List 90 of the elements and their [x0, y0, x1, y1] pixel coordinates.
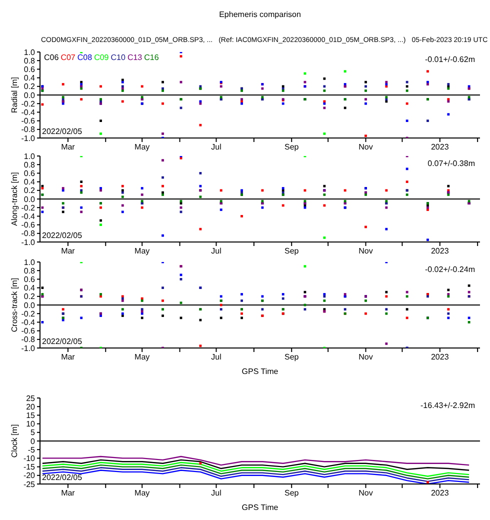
y-tick-label: 0.6 [24, 169, 36, 178]
annotation: 2022/02/05 [42, 127, 82, 136]
y-tick-label: -0.8 [21, 125, 36, 134]
x-tick-label: 2023 [430, 352, 450, 362]
y-tick-label: 0.8 [24, 266, 36, 276]
x-tick-label: May [134, 488, 150, 498]
x-tick-label: 2023 [430, 246, 450, 256]
y-tick-label: 20 [26, 402, 36, 412]
x-tick-label: Nov [358, 352, 373, 362]
annotation: -0.01+/-0.62m [424, 55, 475, 64]
x-tick-label: Mar [61, 246, 76, 256]
y-tick-label: -1.0 [21, 344, 36, 353]
x-tick-label: Mar [61, 142, 76, 152]
text: C08 [77, 53, 92, 62]
y-axis-title: Cross-track [m] [10, 278, 19, 332]
x-tick-label: May [134, 246, 150, 256]
x-tick-label: Mar [61, 352, 76, 362]
y-tick-label: -25 [23, 480, 36, 489]
text: C07 [60, 53, 76, 62]
y-tick-label: -0.8 [21, 229, 36, 238]
x-tick-label: Sep [284, 142, 300, 152]
y-tick-label: 0 [30, 436, 36, 446]
x-tick-label: Sep [284, 488, 300, 498]
y-tick-label: -15 [23, 462, 36, 472]
y-tick-label: -0.4 [21, 212, 36, 222]
x-tick-label: Nov [358, 488, 373, 498]
series-label: C09 [94, 53, 109, 62]
annotation: 2022/02/05 [42, 337, 82, 346]
y-tick-label: 0.2 [24, 82, 36, 92]
y-tick-label: -0.4 [21, 318, 36, 328]
y-tick-label: -0.2 [21, 309, 36, 318]
y-tick-label: 0.8 [24, 160, 36, 170]
annotation: 2022/02/05 [42, 231, 82, 240]
y-tick-label: -0.8 [21, 335, 36, 344]
annotation: 0.07+/-0.38m [428, 159, 475, 168]
y-tick-label: 0.4 [24, 74, 36, 83]
x-tick-label: Jul [211, 246, 222, 256]
x-axis-title: GPS Time [242, 367, 279, 376]
y-tick-label: 15 [26, 411, 36, 420]
x-axis-title: GPS Time [242, 503, 279, 512]
y-axis-title: Radial [m] [10, 76, 19, 114]
y-tick-label: -0.6 [21, 220, 36, 230]
annotation: -16.43+/-2.92m [420, 401, 475, 410]
chart-title: Ephemeris comparison [218, 10, 302, 19]
y-tick-label: 1.0 [24, 258, 36, 267]
y-tick-label: -0.2 [21, 99, 36, 108]
x-tick-label: Sep [284, 246, 300, 256]
y-tick-label: 0.0 [24, 300, 36, 310]
y-tick-label: 0.2 [24, 186, 36, 196]
y-tick-label: 10 [26, 420, 36, 429]
x-tick-label: 2023 [430, 142, 450, 152]
x-tick-label: Nov [358, 142, 373, 152]
y-tick-label: 1.0 [24, 152, 36, 161]
y-tick-label: 0.0 [24, 90, 36, 100]
y-tick-label: -0.6 [21, 116, 36, 126]
y-tick-label: 0.2 [24, 292, 36, 302]
y-tick-label: 0.8 [24, 56, 36, 66]
y-tick-label: -1.0 [21, 134, 36, 143]
annotation: -0.02+/-0.24m [424, 265, 475, 274]
y-tick-label: -0.6 [21, 326, 36, 336]
y-tick-label: 0.4 [24, 178, 36, 187]
x-tick-label: Jul [211, 352, 222, 362]
y-tick-label: 1.0 [24, 48, 36, 57]
y-tick-label: 0.6 [24, 275, 36, 284]
y-tick-label: 25 [26, 394, 36, 403]
text: C16 [144, 53, 159, 62]
y-axis-title: Along-track [m] [10, 172, 19, 226]
x-tick-label: Sep [284, 352, 300, 362]
y-tick-label: -0.2 [21, 203, 36, 212]
x-tick-label: May [134, 352, 150, 362]
x-tick-label: Jul [211, 142, 222, 152]
x-tick-label: Nov [358, 246, 373, 256]
y-tick-label: -1.0 [21, 238, 36, 247]
text: C06 [44, 53, 59, 62]
y-tick-label: -0.4 [21, 108, 36, 118]
y-axis-title: Clock [m] [10, 424, 19, 458]
y-tick-label: -5 [28, 445, 36, 454]
y-tick-label: 0.4 [24, 284, 36, 293]
annotation: 2022/02/05 [42, 473, 82, 482]
x-tick-label: 2023 [430, 488, 450, 498]
y-tick-label: 0.6 [24, 65, 36, 74]
text: C10 [110, 53, 126, 62]
y-tick-label: -10 [23, 454, 36, 464]
x-tick-label: Mar [61, 488, 76, 498]
text: C13 [127, 53, 142, 62]
x-tick-label: May [134, 142, 150, 152]
x-tick-label: Jul [211, 488, 222, 498]
y-tick-label: 0.0 [24, 194, 36, 204]
y-tick-label: -20 [23, 471, 36, 480]
y-tick-label: 5 [30, 428, 36, 438]
